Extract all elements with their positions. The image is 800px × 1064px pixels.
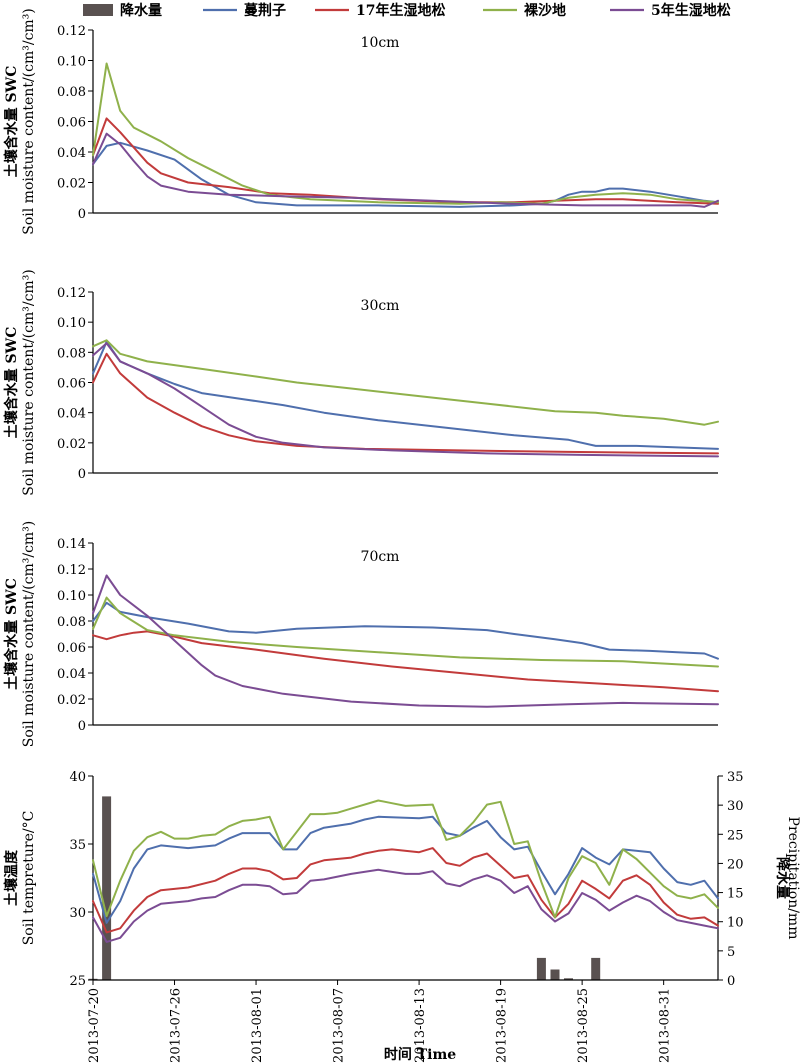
series-line-70cm <box>92 574 719 708</box>
precipitation-bar-2013-08-23 <box>550 969 560 980</box>
x-axis: 2013-07-20 2013-07-26 2013-08-01 2013-08-07… <box>87 980 673 1063</box>
y-tick-label: 0.02 <box>57 437 86 452</box>
panel-title: 70cm <box>361 549 400 565</box>
x-tick-label: 2013-07-20 <box>87 988 102 1063</box>
panel-title: 10cm <box>361 35 400 51</box>
y-axis-label-en: Soil moisture content/(cm³/cm³) <box>21 8 37 235</box>
y-tick-label: 0.08 <box>57 346 86 361</box>
y-tick-label: 25 <box>69 974 86 989</box>
x-tick-label: 2013-08-13 <box>413 988 428 1063</box>
y-axis-label-cn: 土壤温度 <box>3 849 20 906</box>
y-tick-label: 0.02 <box>57 177 86 192</box>
precipitation-bar-2013-08-22 <box>536 957 546 980</box>
y2-axis-label-cn: 降水量 <box>774 857 791 899</box>
y2-axis-label-en: Precipitation/mm <box>785 817 800 940</box>
y-tick-label: 0.04 <box>57 146 86 161</box>
y-tick-label: 0.10 <box>57 589 86 604</box>
legend-item-2: 17年生湿地松 <box>315 2 445 19</box>
y2-tick-label: 20 <box>727 857 744 872</box>
y-axis-label-en: Soil moisture content/(cm³/cm³) <box>21 269 37 496</box>
precipitation-bar-2013-07-21 <box>102 796 112 980</box>
panel-temperature: 25 30 35 40 0 5 10 15 20 25 30 35 降水量Precipitation/m… <box>3 770 800 989</box>
y-tick-label: 30 <box>69 906 86 921</box>
y2-tick-label: 15 <box>727 887 744 902</box>
chart-legend: 降水量 蔓荆子 17年生湿地松 裸沙地 5年生湿地松 <box>83 2 731 19</box>
y-tick-label: 40 <box>69 770 86 785</box>
panel-10cm: 0 0.02 0.04 0.06 0.08 0.10 0.12 土壤含水量 SWC Soil m… <box>3 8 719 235</box>
y2-tick-label: 25 <box>727 828 744 843</box>
y-axis-label-en: Soil tempreture/°C <box>21 811 37 946</box>
y-tick-label: 0 <box>78 719 86 734</box>
y2-tick-label: 10 <box>727 916 744 931</box>
series-line-70cm <box>92 596 719 668</box>
x-tick-label: 2013-08-01 <box>250 988 265 1063</box>
legend-label: 蔓荆子 <box>244 2 286 19</box>
legend-item-0: 降水量 <box>83 2 162 19</box>
y-tick-label: 0.08 <box>57 615 86 630</box>
y-tick-label: 0 <box>78 207 86 222</box>
y-tick-label: 0.02 <box>57 693 86 708</box>
y-tick-label: 0.04 <box>57 407 86 422</box>
y2-tick-label: 30 <box>727 799 744 814</box>
y-tick-label: 0.04 <box>57 667 86 682</box>
series-line-10cm <box>92 141 719 208</box>
legend-label: 降水量 <box>120 2 162 19</box>
y-tick-label: 0.12 <box>57 286 86 301</box>
y-tick-label: 0 <box>78 467 86 482</box>
series-line-10cm <box>92 62 719 205</box>
series-line-30cm <box>92 352 719 455</box>
y-tick-label: 0.06 <box>57 641 86 656</box>
series-line-30cm <box>92 339 719 426</box>
legend-item-3: 裸沙地 <box>483 2 566 19</box>
legend-label: 5年生湿地松 <box>651 2 731 19</box>
y2-tick-label: 5 <box>727 945 735 960</box>
panel-70cm: 0 0.02 0.04 0.06 0.08 0.10 0.12 0.14 土壤含水量 SWC So… <box>3 521 719 748</box>
y-tick-label: 0.08 <box>57 85 86 100</box>
series-line-temperature <box>92 799 719 919</box>
y-axis-label-cn: 土壤含水量 SWC <box>3 578 20 690</box>
legend-swatch-bar <box>83 4 113 16</box>
y-axis-label-en: Soil moisture content/(cm³/cm³) <box>21 521 37 748</box>
panel-30cm: 0 0.02 0.04 0.06 0.08 0.10 0.12 土壤含水量 SWC Soil m… <box>3 269 719 496</box>
y-tick-label: 0.10 <box>57 316 86 331</box>
precipitation-bar-2013-08-24 <box>564 978 573 980</box>
y-tick-label: 35 <box>69 838 86 853</box>
y-tick-label: 0.06 <box>57 116 86 131</box>
y2-tick-label: 35 <box>727 770 744 785</box>
legend-label: 裸沙地 <box>524 2 566 19</box>
x-tick-label: 2013-08-19 <box>495 988 510 1063</box>
x-tick-label: 2013-08-25 <box>576 988 591 1063</box>
y-tick-label: 0.14 <box>57 537 86 552</box>
series-line-temperature <box>92 868 719 943</box>
x-tick-label: 2013-07-26 <box>169 988 184 1063</box>
y-tick-label: 0.12 <box>57 563 86 578</box>
legend-label: 17年生湿地松 <box>356 2 445 19</box>
y-tick-label: 0.12 <box>57 24 86 39</box>
series-line-10cm <box>92 132 719 208</box>
legend-item-1: 蔓荆子 <box>203 2 286 19</box>
series-line-30cm <box>92 342 719 458</box>
precipitation-bar-2013-08-26 <box>591 957 601 980</box>
y-axis-label-cn: 土壤含水量 SWC <box>3 66 20 178</box>
series-line-10cm <box>92 117 719 205</box>
series-line-temperature <box>92 847 719 934</box>
panel-title: 30cm <box>361 298 400 314</box>
y2-tick-label: 0 <box>727 974 735 989</box>
y-axis-label-cn: 土壤含水量 SWC <box>3 327 20 439</box>
x-tick-label: 2013-08-31 <box>658 988 673 1063</box>
series-line-temperature <box>92 815 719 924</box>
y-tick-label: 0.06 <box>57 377 86 392</box>
y-tick-label: 0.10 <box>57 55 86 70</box>
x-axis-label: 时间 Time <box>384 1046 456 1063</box>
x-tick-label: 2013-08-07 <box>332 988 347 1063</box>
legend-item-4: 5年生湿地松 <box>610 2 731 19</box>
series-line-70cm <box>92 630 719 693</box>
